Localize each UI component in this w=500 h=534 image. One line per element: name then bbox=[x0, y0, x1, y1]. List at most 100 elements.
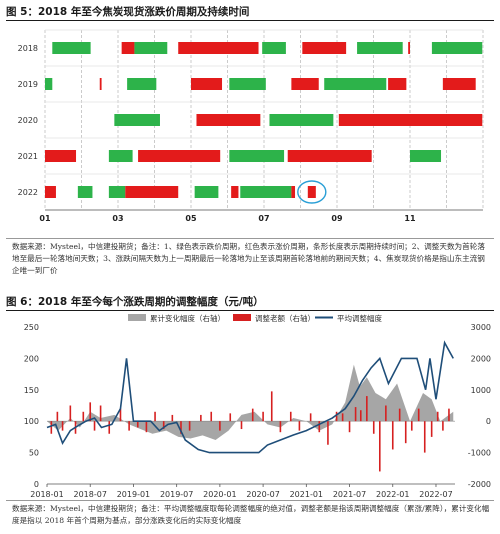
rising-period-bar bbox=[291, 78, 319, 90]
right-axis-tick: -2000 bbox=[468, 480, 491, 489]
rising-period-bar bbox=[231, 186, 239, 198]
adjustment-bar bbox=[366, 396, 368, 422]
adjustment-bar bbox=[99, 405, 102, 422]
x-tick-label: 2019-01 bbox=[117, 490, 150, 499]
adjustment-bar bbox=[335, 411, 338, 422]
left-axis-tick: 250 bbox=[24, 323, 39, 332]
adjustment-bar bbox=[82, 411, 85, 422]
rising-period-bar bbox=[45, 150, 77, 162]
adjustment-bar bbox=[219, 421, 221, 431]
x-tick-label: 2020-07 bbox=[246, 490, 279, 499]
falling-period-bar bbox=[240, 186, 292, 198]
x-tick-label: 2018-01 bbox=[30, 490, 63, 499]
rising-period-bar bbox=[338, 114, 483, 126]
adjustment-bar bbox=[309, 413, 312, 422]
x-tick-label: 2020-01 bbox=[203, 490, 236, 499]
adjustment-bar bbox=[262, 411, 264, 422]
falling-period-bar bbox=[229, 78, 266, 90]
x-tick-label: 03 bbox=[112, 214, 123, 223]
adjustment-bar bbox=[229, 413, 232, 422]
adjustment-bar bbox=[448, 408, 450, 422]
adjustment-bar bbox=[154, 411, 156, 422]
adjustment-bar bbox=[442, 421, 444, 431]
adjustment-bar bbox=[89, 402, 92, 422]
adjustment-bar bbox=[270, 391, 273, 422]
adjustment-bar bbox=[145, 421, 148, 433]
adjustment-bar bbox=[398, 408, 401, 422]
falling-period-bar bbox=[229, 150, 285, 162]
rising-period-bar bbox=[408, 42, 410, 54]
figure5-title-rule bbox=[6, 20, 494, 21]
right-axis-tick: 2000 bbox=[471, 354, 491, 363]
x-tick-label: 09 bbox=[331, 214, 343, 223]
adjustment-bar bbox=[128, 421, 130, 431]
adjustment-bar bbox=[162, 421, 165, 430]
rising-period-bar bbox=[388, 78, 407, 90]
adjustment-bar bbox=[69, 405, 72, 422]
legend-swatch bbox=[128, 314, 146, 321]
falling-period-bar bbox=[410, 150, 442, 162]
adjustment-bar bbox=[298, 421, 301, 431]
figure5-bottom-rule bbox=[6, 238, 494, 239]
x-tick-label: 2022-01 bbox=[376, 490, 409, 499]
adjustment-bar bbox=[385, 405, 387, 422]
adjustment-bar bbox=[423, 421, 426, 453]
adjustment-bar bbox=[359, 410, 362, 422]
adjustment-bar bbox=[372, 421, 375, 434]
rising-period-bar bbox=[287, 150, 372, 162]
year-label: 2020 bbox=[18, 116, 38, 125]
adjustment-bar bbox=[279, 421, 282, 433]
rising-period-bar bbox=[138, 150, 221, 162]
adjustment-bar bbox=[240, 421, 243, 430]
falling-period-bar bbox=[357, 42, 403, 54]
right-axis-tick: 1000 bbox=[471, 386, 491, 395]
x-tick-label: 2022-07 bbox=[419, 490, 452, 499]
figure5-gantt-chart: 01 03 05 07 09 11 2018 2019 2020 2021 2022 bbox=[18, 29, 484, 223]
figure6-source-note: 数据来源：Mysteel，中信建投期货；备注：平均调整幅度取每轮调整幅度的绝对值… bbox=[12, 504, 490, 525]
adjustment-bar bbox=[119, 408, 122, 422]
rising-period-bar bbox=[442, 78, 476, 90]
figure5-source-note: 数据来源：Mysteel，中信建投期货；备注：1、绿色表示跌价周期，红色表示涨价… bbox=[12, 242, 485, 275]
adjustment-bar bbox=[210, 411, 213, 422]
x-tick-label: 2021-07 bbox=[333, 490, 366, 499]
adjustment-bar bbox=[50, 421, 53, 434]
rising-period-bar bbox=[302, 42, 347, 54]
adjustment-bar bbox=[136, 421, 139, 428]
falling-period-bar bbox=[324, 78, 387, 90]
falling-period-bar bbox=[114, 114, 160, 126]
falling-period-bar bbox=[262, 42, 286, 54]
falling-period-bar bbox=[45, 78, 53, 90]
left-axis-tick: 100 bbox=[24, 417, 39, 426]
falling-period-bar bbox=[77, 186, 93, 198]
legend-swatch bbox=[233, 314, 251, 321]
falling-period-bar bbox=[108, 186, 126, 198]
figure6-title: 图 6：2018 年至今每个涨跌周期的调整幅度（元/吨） bbox=[6, 296, 264, 308]
year-label: 2018 bbox=[18, 44, 38, 53]
legend-label: 累计变化幅度（右轴） bbox=[150, 313, 225, 323]
adjustment-bar bbox=[93, 421, 96, 431]
right-axis-tick: 0 bbox=[486, 417, 491, 426]
adjustment-bar bbox=[410, 421, 413, 431]
adjustment-bar bbox=[430, 421, 433, 437]
adjustment-bar bbox=[318, 421, 321, 433]
adjustment-bar bbox=[378, 421, 381, 472]
left-axis-tick: 150 bbox=[24, 386, 39, 395]
adjustment-bar bbox=[108, 421, 111, 434]
adjustment-bar bbox=[354, 407, 357, 422]
adjustment-bar bbox=[404, 421, 407, 444]
rising-period-bar bbox=[99, 78, 102, 90]
left-axis-tick: 200 bbox=[24, 354, 39, 363]
figure6-bottom-rule bbox=[6, 500, 494, 501]
adjustment-bar bbox=[289, 411, 292, 422]
adjustment-bar bbox=[171, 414, 174, 422]
falling-period-bar bbox=[194, 186, 219, 198]
year-label: 2022 bbox=[18, 188, 38, 197]
adjustment-bar bbox=[251, 408, 254, 422]
falling-period-bar bbox=[431, 42, 483, 54]
right-axis-tick: -1000 bbox=[468, 449, 491, 458]
rising-period-bar bbox=[196, 114, 261, 126]
rising-period-bar bbox=[178, 42, 259, 54]
x-tick-label: 2019-07 bbox=[160, 490, 193, 499]
left-axis-tick: 0 bbox=[34, 480, 39, 489]
adjustment-bar bbox=[417, 408, 420, 422]
